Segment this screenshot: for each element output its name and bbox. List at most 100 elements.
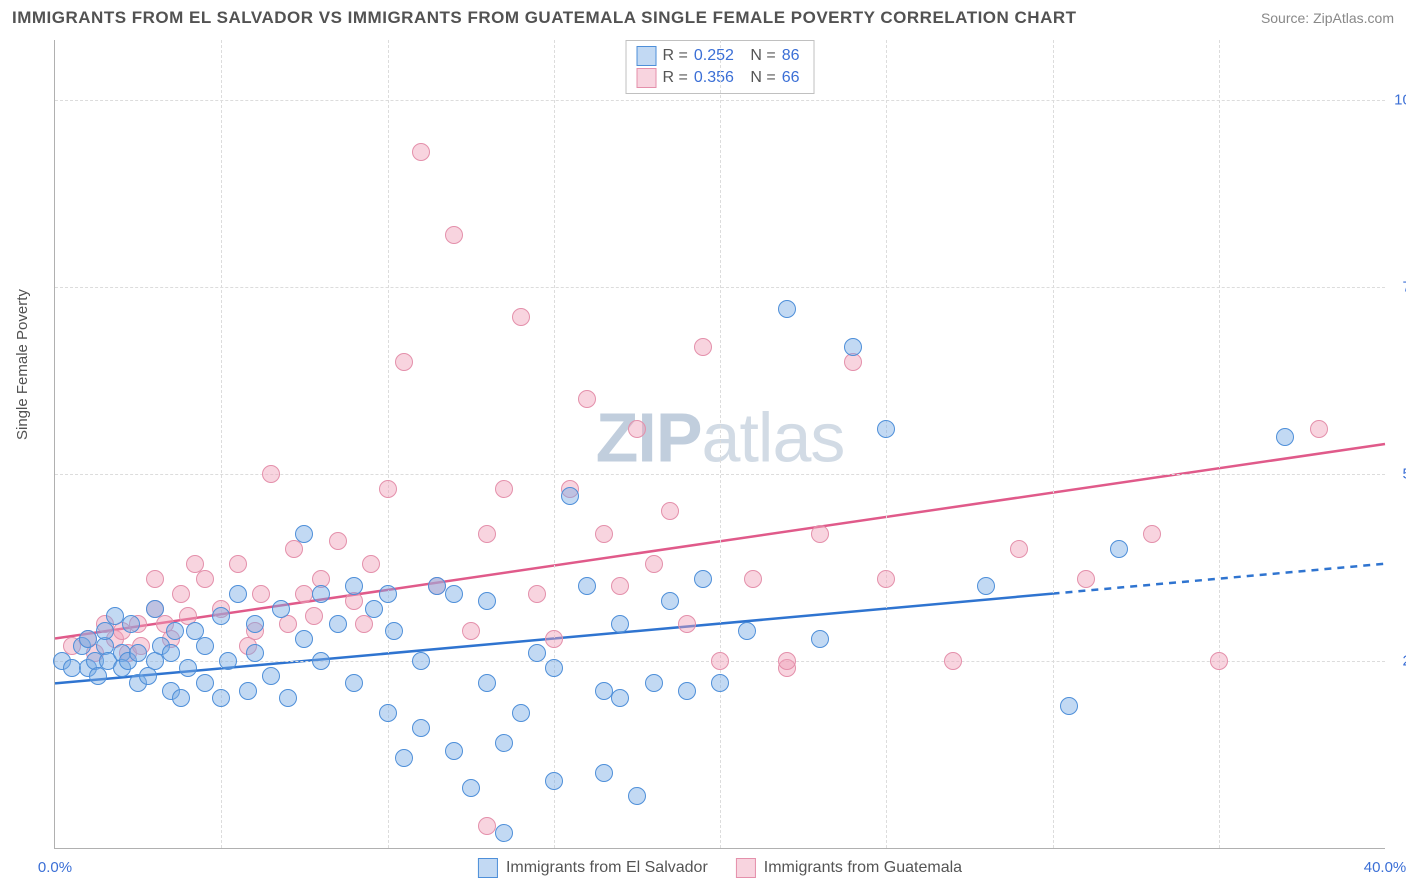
- point-series-b: [1010, 540, 1028, 558]
- point-series-a: [478, 674, 496, 692]
- point-series-b: [595, 525, 613, 543]
- point-series-a: [661, 592, 679, 610]
- legend-swatch: [478, 858, 498, 878]
- point-series-b: [811, 525, 829, 543]
- point-series-a: [379, 585, 397, 603]
- point-series-a: [196, 637, 214, 655]
- point-series-a: [412, 652, 430, 670]
- chart-title: IMMIGRANTS FROM EL SALVADOR VS IMMIGRANT…: [12, 8, 1077, 28]
- point-series-a: [295, 630, 313, 648]
- point-series-a: [329, 615, 347, 633]
- point-series-a: [495, 824, 513, 842]
- point-series-b: [645, 555, 663, 573]
- point-series-a: [412, 719, 430, 737]
- point-series-a: [262, 667, 280, 685]
- point-series-b: [711, 652, 729, 670]
- point-series-b: [478, 817, 496, 835]
- plot-area: ZIPatlas R = 0.252 N = 86 R = 0.356 N = …: [54, 40, 1385, 849]
- point-series-a: [711, 674, 729, 692]
- point-series-a: [478, 592, 496, 610]
- point-series-b: [528, 585, 546, 603]
- point-series-a: [595, 682, 613, 700]
- point-series-b: [628, 420, 646, 438]
- point-series-b: [412, 143, 430, 161]
- point-series-a: [578, 577, 596, 595]
- point-series-a: [678, 682, 696, 700]
- point-series-a: [628, 787, 646, 805]
- legend-swatch: [736, 858, 756, 878]
- source-attribution: Source: ZipAtlas.com: [1261, 10, 1394, 26]
- point-series-b: [661, 502, 679, 520]
- point-series-b: [1210, 652, 1228, 670]
- series-legend-item: Immigrants from El Salvador: [478, 858, 708, 878]
- point-series-a: [172, 689, 190, 707]
- point-series-a: [162, 644, 180, 662]
- legend-label: Immigrants from El Salvador: [506, 859, 708, 877]
- gridline-v: [1053, 40, 1054, 848]
- point-series-b: [196, 570, 214, 588]
- point-series-b: [355, 615, 373, 633]
- point-series-a: [219, 652, 237, 670]
- point-series-a: [129, 644, 147, 662]
- point-series-b: [694, 338, 712, 356]
- point-series-a: [246, 644, 264, 662]
- x-tick-label: 40.0%: [1364, 859, 1406, 876]
- series-legend: Immigrants from El Salvador Immigrants fr…: [478, 858, 962, 878]
- point-series-a: [385, 622, 403, 640]
- point-series-a: [295, 525, 313, 543]
- point-series-b: [611, 577, 629, 595]
- point-series-b: [379, 480, 397, 498]
- point-series-a: [272, 600, 290, 618]
- point-series-b: [512, 308, 530, 326]
- point-series-a: [312, 585, 330, 603]
- point-series-b: [1310, 420, 1328, 438]
- point-series-b: [305, 607, 323, 625]
- point-series-a: [63, 659, 81, 677]
- point-series-b: [877, 570, 895, 588]
- legend-label: Immigrants from Guatemala: [764, 859, 962, 877]
- point-series-a: [445, 742, 463, 760]
- point-series-a: [96, 622, 114, 640]
- point-series-a: [79, 630, 97, 648]
- point-series-b: [445, 226, 463, 244]
- point-series-a: [239, 682, 257, 700]
- point-series-a: [146, 600, 164, 618]
- x-tick-label: 0.0%: [38, 859, 72, 876]
- point-series-a: [528, 644, 546, 662]
- point-series-b: [495, 480, 513, 498]
- point-series-a: [106, 607, 124, 625]
- point-series-a: [545, 772, 563, 790]
- point-series-a: [844, 338, 862, 356]
- point-series-b: [395, 353, 413, 371]
- point-series-a: [611, 689, 629, 707]
- point-series-a: [122, 615, 140, 633]
- y-tick-label: 25.0%: [1390, 652, 1406, 669]
- point-series-a: [345, 577, 363, 595]
- point-series-a: [877, 420, 895, 438]
- gridline-v: [554, 40, 555, 848]
- point-series-a: [1110, 540, 1128, 558]
- point-series-b: [262, 465, 280, 483]
- point-series-a: [279, 689, 297, 707]
- point-series-a: [595, 764, 613, 782]
- point-series-a: [977, 577, 995, 595]
- point-series-a: [345, 674, 363, 692]
- point-series-b: [478, 525, 496, 543]
- point-series-a: [246, 615, 264, 633]
- y-tick-label: 50.0%: [1390, 465, 1406, 482]
- legend-swatch: [637, 68, 657, 88]
- point-series-a: [561, 487, 579, 505]
- point-series-b: [944, 652, 962, 670]
- correlation-legend-row: R = 0.252 N = 86: [637, 45, 800, 67]
- point-series-a: [395, 749, 413, 767]
- point-series-b: [172, 585, 190, 603]
- point-series-b: [545, 630, 563, 648]
- point-series-a: [1060, 697, 1078, 715]
- point-series-b: [462, 622, 480, 640]
- point-series-a: [445, 585, 463, 603]
- gridline-v: [388, 40, 389, 848]
- point-series-b: [362, 555, 380, 573]
- point-series-a: [462, 779, 480, 797]
- series-legend-item: Immigrants from Guatemala: [736, 858, 962, 878]
- point-series-b: [778, 652, 796, 670]
